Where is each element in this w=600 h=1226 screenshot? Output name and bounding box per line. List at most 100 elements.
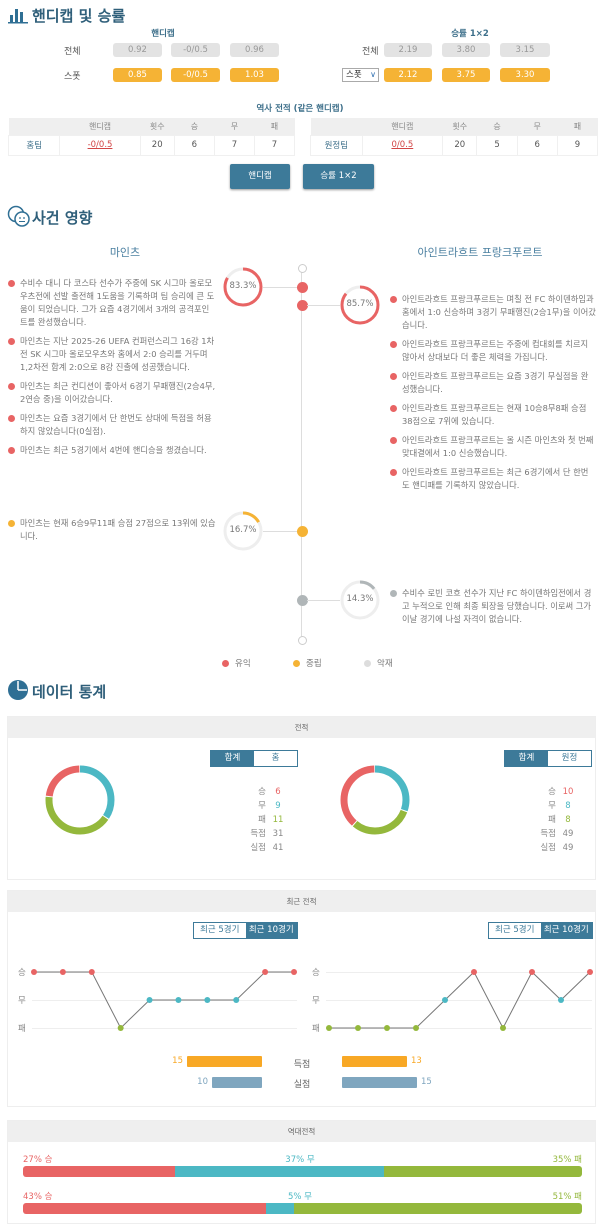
tab-0[interactable]: 최근 5경기 xyxy=(194,923,246,938)
event-item: 아인트라흐트 프랑크푸르트는 올 시즌 마인츠와 첫 번째 맞대결에서 1:0 … xyxy=(390,434,596,460)
stat-row: 득점 31 xyxy=(244,827,290,841)
h2h-segment-win xyxy=(23,1203,266,1214)
winrate-odds-value[interactable]: 3.80 xyxy=(442,43,490,57)
winrate-odds-value[interactable]: 2.19 xyxy=(384,43,432,57)
handicap-title: 핸디캡 xyxy=(151,29,175,39)
faces-icon xyxy=(7,205,30,227)
table-header-row: 핸디캡 횟수 승 무 패 xyxy=(310,118,598,135)
tab-1[interactable]: 최근 10경기 xyxy=(540,923,592,938)
form-point xyxy=(291,969,297,975)
event-item: 아인트라흐트 프랑크푸르트는 현재 10승8무8패 승점 38점으로 7위에 있… xyxy=(390,402,596,428)
winrate-odds-value[interactable]: 3.15 xyxy=(500,43,550,57)
h2h-loss-label: 35% 패 xyxy=(552,1155,582,1165)
stat-value: 11 xyxy=(272,815,284,825)
h2h-header: 역대전적 xyxy=(8,1121,595,1142)
event-item: 수비수 로빈 코흐 선수가 지난 FC 하이덴하임전에서 경고 누적으로 인해 … xyxy=(390,587,596,626)
handicap-odds-value[interactable]: -0/0.5 xyxy=(171,43,220,57)
form-point xyxy=(500,1025,506,1031)
stat-value: 6 xyxy=(275,787,281,797)
connector-line xyxy=(307,305,340,306)
h2h-win-label: 27% 승 xyxy=(23,1155,53,1165)
bar-value: 13 xyxy=(411,1056,422,1066)
timeline-node xyxy=(298,264,307,273)
winrate-odds-value[interactable]: 3.75 xyxy=(442,68,490,82)
bar-value: 15 xyxy=(172,1056,183,1066)
column-header xyxy=(8,118,60,135)
bar-home_conceded xyxy=(212,1077,262,1088)
bar-home_scored xyxy=(187,1056,262,1067)
stat-value: 9 xyxy=(275,801,281,811)
tab-0[interactable]: 합계 xyxy=(211,751,254,766)
column-header: 패 xyxy=(557,118,598,135)
legend-dot xyxy=(293,660,300,667)
timeline-node xyxy=(297,526,308,537)
chevron-down-icon: ∨ xyxy=(370,70,376,79)
bullet-dot xyxy=(390,296,397,303)
handicap-button[interactable]: 핸디캡 xyxy=(230,164,290,189)
tab-0[interactable]: 최근 5경기 xyxy=(489,923,541,938)
handicap-row-label: 전체 xyxy=(64,47,81,57)
bullet-dot xyxy=(8,280,15,287)
stat-value: 41 xyxy=(272,843,284,853)
record-header: 전적 xyxy=(8,717,595,738)
table-cell: 6 xyxy=(173,134,215,156)
handicap-odds-value[interactable]: 1.03 xyxy=(230,68,279,82)
section-title-odds: 핸디캡 및 승률 xyxy=(32,7,126,25)
table-cell: 6 xyxy=(516,134,558,156)
axis-label: 패 xyxy=(18,1024,26,1034)
bar-value: 10 xyxy=(197,1077,208,1087)
record-toggle-away: 합계 원정 xyxy=(504,750,592,767)
connector-line xyxy=(263,287,297,288)
gridline xyxy=(326,1000,592,1001)
handicap-odds-value[interactable]: 0.96 xyxy=(230,43,279,57)
event-item: 아인트라흐트 프랑크푸르트는 요즘 3경기 무실점을 완성했습니다. xyxy=(390,370,596,396)
h2h-win-label: 43% 승 xyxy=(23,1192,53,1202)
gridline xyxy=(326,1028,592,1029)
donut-segment-draw xyxy=(45,765,115,835)
event-text: 아인트라흐트 프랑크푸르트는 최근 6경기에서 단 한번도 핸디패를 기록하지 … xyxy=(402,467,589,490)
ring-fill xyxy=(223,511,263,551)
winrate-button[interactable]: 승률 1×2 xyxy=(303,164,374,189)
stat-label: 득점 xyxy=(250,829,266,839)
form-point xyxy=(558,997,564,1003)
ring-fill xyxy=(340,285,380,325)
stat-label: 패 xyxy=(258,815,266,825)
legend-positive: 유익 xyxy=(222,657,251,669)
stat-label: 득점 xyxy=(540,829,556,839)
winrate-row-label: 전체 xyxy=(362,47,379,57)
handicap-odds-value[interactable]: 0.92 xyxy=(113,43,162,57)
percentage-ring xyxy=(223,511,263,551)
winrate-odds-value[interactable]: 3.30 xyxy=(500,68,550,82)
table-row: 원정팀 0/0.5 20 5 6 9 xyxy=(310,134,599,156)
h2h-draw-label: 37% 무 xyxy=(285,1155,315,1165)
tab-1[interactable]: 원정 xyxy=(548,751,591,766)
handicap-odds-value[interactable]: 0.85 xyxy=(113,68,162,82)
form-line xyxy=(329,971,591,1030)
tab-1[interactable]: 최근 10경기 xyxy=(245,923,297,938)
history-table-away: 핸디캡 횟수 승 무 패 원정팀 0/0.5 20 5 6 9 xyxy=(310,118,599,156)
event-item: 마인츠는 최근 5경기에서 4번에 핸디승을 챙겼습니다. xyxy=(8,444,216,457)
tab-0[interactable]: 합계 xyxy=(505,751,548,766)
column-header: 승 xyxy=(174,118,215,135)
form-point xyxy=(413,1025,419,1031)
stat-label: 실점 xyxy=(250,843,266,853)
handicap-link[interactable]: 0/0.5 xyxy=(361,134,444,156)
handicap-link[interactable]: -0/0.5 xyxy=(59,134,141,156)
form-point xyxy=(59,969,66,975)
column-header: 횟수 xyxy=(442,118,477,135)
table-row: 홈팀 -0/0.5 20 6 7 7 xyxy=(7,134,296,156)
scored-label: 득점 xyxy=(293,1060,311,1070)
ring-fill xyxy=(340,580,380,620)
percentage-label: 85.7% xyxy=(346,299,374,309)
record-panel: 전적 xyxy=(7,716,596,880)
tab-1[interactable]: 홈 xyxy=(254,751,297,766)
handicap-odds-value[interactable]: -0/0.5 xyxy=(171,68,220,82)
axis-label: 무 xyxy=(312,996,320,1006)
bar-away_scored xyxy=(342,1056,407,1067)
column-header: 핸디캡 xyxy=(59,118,141,135)
winrate-odds-value[interactable]: 2.12 xyxy=(384,68,432,82)
odds-type-select[interactable]: 스폿 ∨ xyxy=(342,68,379,82)
